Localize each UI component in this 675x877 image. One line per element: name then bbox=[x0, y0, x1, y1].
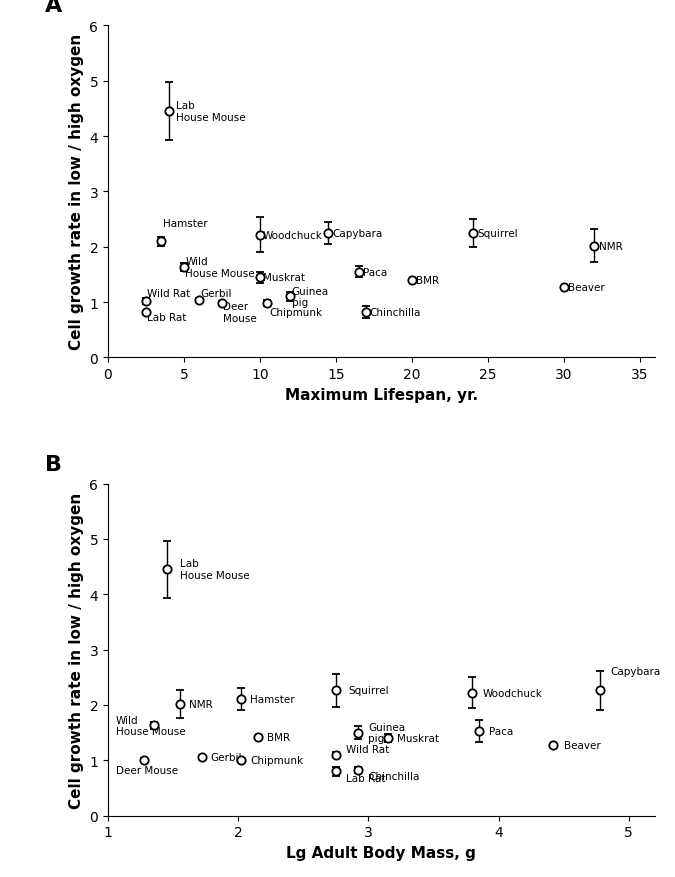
Text: Capybara: Capybara bbox=[610, 666, 661, 676]
Text: Muskrat: Muskrat bbox=[263, 273, 305, 282]
Text: Chipmunk: Chipmunk bbox=[250, 755, 303, 766]
Text: BMR: BMR bbox=[267, 732, 290, 742]
Text: Chinchilla: Chinchilla bbox=[369, 308, 421, 317]
Text: Wild
House Mouse: Wild House Mouse bbox=[186, 257, 255, 279]
Text: Deer Mouse: Deer Mouse bbox=[116, 766, 178, 775]
Text: Hamster: Hamster bbox=[163, 219, 207, 229]
Text: B: B bbox=[45, 454, 62, 474]
Text: Wild Rat: Wild Rat bbox=[346, 745, 389, 754]
X-axis label: Lg Adult Body Mass, g: Lg Adult Body Mass, g bbox=[286, 845, 477, 859]
Text: Wild
House Mouse: Wild House Mouse bbox=[116, 715, 186, 737]
Text: Deer
Mouse: Deer Mouse bbox=[223, 302, 257, 324]
Y-axis label: Cell growth rate in low / high oxygen: Cell growth rate in low / high oxygen bbox=[69, 492, 84, 808]
Text: Squirrel: Squirrel bbox=[349, 686, 389, 695]
Text: Lab Rat: Lab Rat bbox=[346, 773, 385, 783]
Text: Muskrat: Muskrat bbox=[397, 733, 439, 743]
Text: Gerbil: Gerbil bbox=[200, 289, 232, 299]
Text: NMR: NMR bbox=[189, 699, 213, 709]
Text: Chinchilla: Chinchilla bbox=[369, 771, 420, 781]
Text: Hamster: Hamster bbox=[250, 695, 294, 704]
Text: Woodchuck: Woodchuck bbox=[483, 688, 543, 698]
Text: Guinea
pig: Guinea pig bbox=[292, 287, 329, 308]
Text: Woodchuck: Woodchuck bbox=[263, 231, 323, 240]
Text: Lab Rat: Lab Rat bbox=[147, 312, 187, 323]
Text: A: A bbox=[45, 0, 62, 17]
Text: Wild Rat: Wild Rat bbox=[147, 289, 191, 299]
Text: Chipmunk: Chipmunk bbox=[269, 308, 322, 317]
Text: NMR: NMR bbox=[599, 241, 622, 252]
Text: Paca: Paca bbox=[363, 267, 387, 277]
X-axis label: Maximum Lifespan, yr.: Maximum Lifespan, yr. bbox=[285, 387, 478, 403]
Text: Lab
House Mouse: Lab House Mouse bbox=[176, 101, 246, 123]
Text: Beaver: Beaver bbox=[568, 282, 605, 292]
Y-axis label: Cell growth rate in low / high oxygen: Cell growth rate in low / high oxygen bbox=[69, 34, 84, 350]
Text: Beaver: Beaver bbox=[564, 740, 600, 750]
Text: BMR: BMR bbox=[416, 275, 439, 286]
Text: Paca: Paca bbox=[489, 727, 514, 737]
Text: Gerbil: Gerbil bbox=[211, 752, 242, 763]
Text: Guinea
pig: Guinea pig bbox=[369, 722, 406, 744]
Text: Capybara: Capybara bbox=[333, 229, 383, 239]
Text: Lab
House Mouse: Lab House Mouse bbox=[180, 559, 249, 581]
Text: Squirrel: Squirrel bbox=[477, 229, 518, 239]
